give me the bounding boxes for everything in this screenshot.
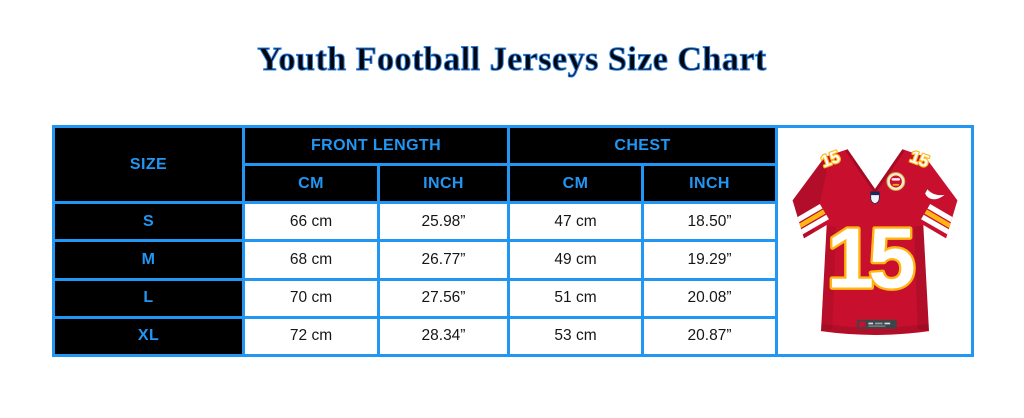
nfl-shield-icon [869,191,880,205]
chest-cm-cell: 53 cm [507,315,644,358]
team-patch-icon [885,172,905,191]
jersey-body [792,149,957,335]
table-row: S 66 cm 25.98” 47 cm 18.50” [52,201,973,243]
chest-inch-cell: 18.50” [640,201,779,243]
inner-collar-band [849,149,900,155]
front-cm-cell: 70 cm [242,277,380,319]
header-row-groups: SIZE FRONT LENGTH CHEST [52,124,975,357]
size-label-cell: S [52,201,245,243]
table-row: M 68 cm 26.77” 49 cm 19.29” [52,239,973,281]
size-label-cell: L [52,277,245,319]
jersey-image-cell: 15 15 15 [775,125,975,357]
cm-subheader-front: CM [242,163,380,205]
table-row: XL 72 cm 28.34” 53 cm 20.87” [52,315,973,358]
chest-header-cell: CHEST [506,124,779,167]
front-cm-cell: 68 cm [242,239,380,281]
front-cm-cell: 66 cm [242,201,380,243]
front-inch-cell: 27.56” [377,277,510,319]
header-row-units: CM INCH CM INCH [54,163,973,205]
front-inch-cell: 28.34” [377,315,510,358]
front-length-header-cell: FRONT LENGTH [242,124,510,167]
table-row: L 70 cm 27.56” 51 cm 20.08” [52,277,973,319]
size-label-cell: XL [52,315,245,358]
size-header-cell: SIZE [52,124,245,205]
chest-cm-cell: 49 cm [507,239,644,281]
inch-subheader-chest: INCH [640,163,779,205]
jock-tag [856,319,897,329]
chest-number: 15 [826,212,914,307]
front-inch-cell: 25.98” [377,201,510,243]
hem-shadow [820,323,929,335]
page-title: Youth Football Jerseys Size Chart [257,41,767,79]
chest-inch-cell: 19.29” [640,239,779,281]
front-cm-cell: 72 cm [242,315,380,358]
nike-swoosh-icon [924,189,944,200]
size-chart-table: SIZE FRONT LENGTH CHEST [52,124,975,358]
side-mesh-left [820,225,836,332]
size-label-cell: M [52,239,245,281]
inch-subheader-front: INCH [377,163,510,205]
front-inch-cell: 26.77” [377,239,510,281]
chest-cm-cell: 47 cm [507,201,644,243]
chest-inch-cell: 20.08” [640,277,779,319]
jersey-image: 15 15 15 [792,146,957,335]
cm-subheader-chest: CM [507,163,644,205]
chest-inch-cell: 20.87” [640,315,779,358]
side-mesh-right [913,225,929,332]
chest-cm-cell: 51 cm [507,277,644,319]
